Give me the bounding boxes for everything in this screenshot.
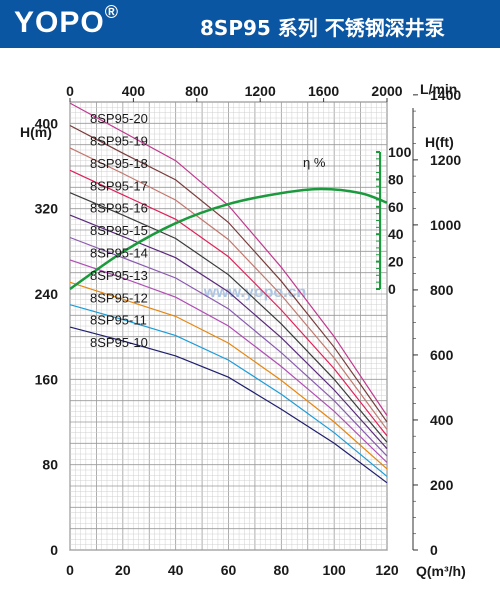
series-label: 8SP95-14	[90, 245, 148, 260]
top-tick-label: 2000	[371, 83, 402, 99]
right-tick-label: 800	[430, 282, 454, 298]
brand-name: YOPO	[14, 6, 105, 39]
series-label: 8SP95-17	[90, 178, 148, 193]
head-curve	[69, 214, 388, 450]
head-curve	[69, 169, 388, 437]
head-curve	[69, 281, 388, 470]
efficiency-tick-label: 20	[388, 254, 404, 270]
top-tick-label: 1600	[308, 83, 339, 99]
y-tick-label: 160	[35, 371, 59, 387]
y-axis-label: H(m)	[20, 124, 52, 140]
series-label: 8SP95-16	[90, 201, 148, 216]
right-tick-label: 1200	[430, 152, 461, 168]
x-axis-label: Q(m³/h)	[416, 563, 466, 579]
head-curve	[69, 326, 388, 484]
efficiency-line	[69, 187, 388, 291]
head-curve	[69, 102, 388, 416]
efficiency-tick-label: 100	[388, 144, 412, 160]
head-curve	[69, 147, 388, 430]
head-curve	[69, 304, 388, 477]
efficiency-tick-label: 0	[388, 281, 396, 297]
pump-performance-chart: 0 20 40 60 80 100 120 Q(m³/h)0 400 800 1200 1600 200…	[20, 81, 466, 579]
efficiency-tick-label: 60	[388, 199, 404, 215]
series-label: 8SP95-10	[90, 335, 148, 350]
x-tick-label: 120	[375, 562, 399, 578]
series-label: 8SP95-18	[90, 156, 148, 171]
top-tick-label: 1200	[245, 83, 276, 99]
series-label: 8SP95-15	[90, 223, 148, 238]
y-tick-label: 400	[35, 115, 59, 131]
top-axis-label: L/min	[420, 81, 457, 97]
right-tick-label: 200	[430, 477, 454, 493]
y-tick-label: 0	[50, 542, 58, 558]
right-tick-label: 1000	[430, 217, 461, 233]
top-tick-label: 400	[122, 83, 146, 99]
y-tick-label: 80	[42, 457, 58, 473]
x-tick-label: 0	[66, 562, 74, 578]
right-tick-label: 400	[430, 412, 454, 428]
right-tick-label: 0	[430, 542, 438, 558]
title-banner: YOPO® 8SP95 系列 不锈钢深井泵	[0, 0, 500, 48]
efficiency-label: η %	[303, 155, 326, 170]
series-labels: 8SP95-20 8SP95-19 8SP95-18 8SP95-17 8SP95-16…	[90, 111, 148, 350]
x-tick-label: 60	[221, 562, 237, 578]
head-curve	[69, 124, 388, 423]
watermark: www.yopo.cn	[203, 284, 307, 301]
top-tick-label: 800	[185, 83, 209, 99]
y-tick-label: 240	[35, 286, 59, 302]
efficiency-curve	[69, 187, 388, 291]
top-tick-label: 0	[66, 83, 74, 99]
efficiency-tick-label: 80	[388, 171, 404, 187]
series-label: 8SP95-20	[90, 111, 148, 126]
chart-grid	[69, 101, 388, 551]
x-tick-label: 20	[115, 562, 131, 578]
right-tick-label: 600	[430, 347, 454, 363]
y-tick-label: 320	[35, 201, 59, 217]
series-label: 8SP95-13	[90, 268, 148, 283]
head-curve	[69, 236, 388, 457]
x-tick-label: 100	[322, 562, 346, 578]
series-label: 8SP95-11	[90, 313, 147, 328]
x-tick-label: 80	[274, 562, 290, 578]
chart-axes: 0 20 40 60 80 100 120 Q(m³/h)0 400 800 1200 1600 200…	[20, 81, 466, 579]
right-axis-label: H(ft)	[425, 134, 454, 150]
x-tick-label: 40	[168, 562, 184, 578]
series-label: 8SP95-19	[90, 133, 148, 148]
series-title: 8SP95 系列 不锈钢深井泵	[200, 16, 445, 40]
efficiency-tick-label: 40	[388, 226, 404, 242]
series-label: 8SP95-12	[90, 290, 148, 305]
brand-logo: YOPO®	[14, 2, 119, 40]
head-curve	[69, 259, 388, 463]
registered-mark: ®	[104, 2, 119, 22]
head-curve	[69, 192, 388, 443]
right-tick-label: 1400	[430, 87, 461, 103]
head-curves	[69, 102, 388, 484]
